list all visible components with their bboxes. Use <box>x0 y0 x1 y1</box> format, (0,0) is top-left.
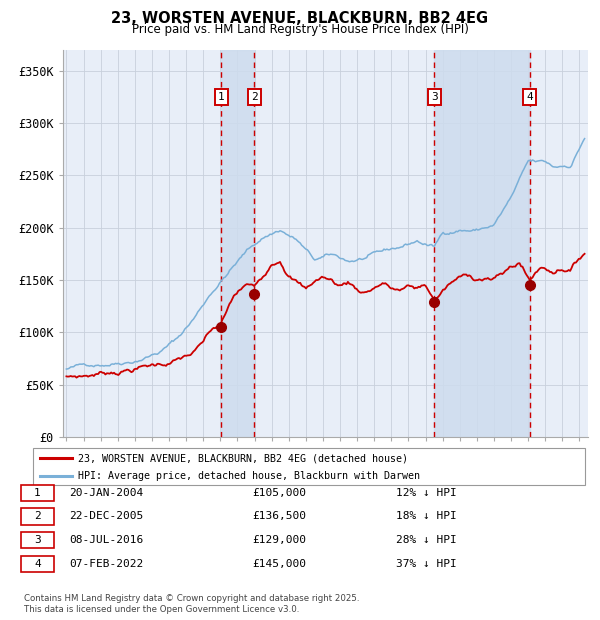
Text: HPI: Average price, detached house, Blackburn with Darwen: HPI: Average price, detached house, Blac… <box>78 471 420 480</box>
Text: 23, WORSTEN AVENUE, BLACKBURN, BB2 4EG: 23, WORSTEN AVENUE, BLACKBURN, BB2 4EG <box>112 11 488 26</box>
Text: 3: 3 <box>431 92 438 102</box>
Text: 3: 3 <box>34 535 41 545</box>
Text: 22-DEC-2005: 22-DEC-2005 <box>69 512 143 521</box>
Text: 28% ↓ HPI: 28% ↓ HPI <box>396 535 457 545</box>
Text: Contains HM Land Registry data © Crown copyright and database right 2025.
This d: Contains HM Land Registry data © Crown c… <box>24 595 359 614</box>
Bar <box>221 50 254 437</box>
Text: 18% ↓ HPI: 18% ↓ HPI <box>396 512 457 521</box>
Text: 2: 2 <box>34 512 41 521</box>
Text: 4: 4 <box>34 559 41 569</box>
Text: 4: 4 <box>526 92 533 102</box>
Text: 12% ↓ HPI: 12% ↓ HPI <box>396 488 457 498</box>
Bar <box>434 50 530 437</box>
Text: 2: 2 <box>251 92 257 102</box>
Text: £136,500: £136,500 <box>252 512 306 521</box>
Text: Price paid vs. HM Land Registry's House Price Index (HPI): Price paid vs. HM Land Registry's House … <box>131 23 469 36</box>
Text: 07-FEB-2022: 07-FEB-2022 <box>69 559 143 569</box>
Text: 23, WORSTEN AVENUE, BLACKBURN, BB2 4EG (detached house): 23, WORSTEN AVENUE, BLACKBURN, BB2 4EG (… <box>78 453 408 463</box>
Text: 37% ↓ HPI: 37% ↓ HPI <box>396 559 457 569</box>
Text: 1: 1 <box>218 92 224 102</box>
Text: 1: 1 <box>34 488 41 498</box>
Text: 08-JUL-2016: 08-JUL-2016 <box>69 535 143 545</box>
Text: 20-JAN-2004: 20-JAN-2004 <box>69 488 143 498</box>
Text: £145,000: £145,000 <box>252 559 306 569</box>
Text: £129,000: £129,000 <box>252 535 306 545</box>
Text: £105,000: £105,000 <box>252 488 306 498</box>
